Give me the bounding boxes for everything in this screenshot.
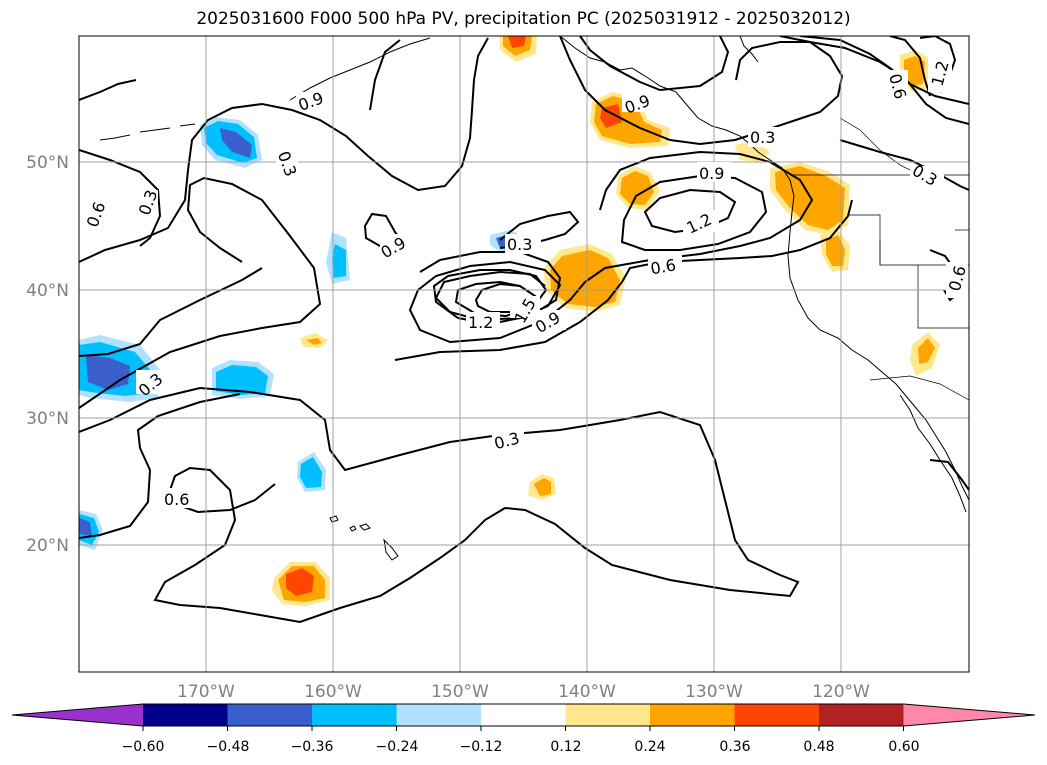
- lon-label: 120°W: [812, 682, 870, 702]
- lon-labels: 170°W 160°W 150°W 140°W 130°W 120°W: [177, 682, 870, 702]
- colorbar-swatch: [227, 704, 313, 726]
- pv-contours: [79, 36, 969, 624]
- colorbar-tick-label: −0.48: [207, 739, 250, 755]
- colorbar-tick-label: −0.36: [291, 739, 334, 755]
- colorbar-swatch: [734, 704, 820, 726]
- colorbar-swatch: [481, 704, 566, 726]
- colorbar-tick-label: −0.12: [460, 739, 503, 755]
- colorbar-extend-max: [903, 704, 1035, 726]
- contour-label: 0.6: [164, 490, 189, 509]
- colorbar-swatch: [312, 704, 397, 726]
- lon-label: 160°W: [304, 682, 362, 702]
- lat-label: 20°N: [26, 536, 69, 556]
- country-borders: [792, 117, 969, 401]
- lat-label: 50°N: [26, 153, 69, 173]
- colorbar-swatch: [396, 704, 482, 726]
- lon-label: 140°W: [558, 682, 616, 702]
- precip-shading: [79, 36, 940, 606]
- colorbar-tick-label: 0.24: [634, 739, 665, 755]
- lon-label: 170°W: [177, 682, 235, 702]
- plot-frame: [78, 35, 970, 673]
- colorbar-swatch: [819, 704, 904, 726]
- colorbar-tick-label: −0.60: [122, 739, 165, 755]
- colorbar-swatch: [565, 704, 651, 726]
- lat-label: 40°N: [26, 281, 69, 301]
- lon-label: 150°W: [431, 682, 489, 702]
- lon-label: 130°W: [685, 682, 743, 702]
- colorbar-ticks: −0.60 −0.48 −0.36 −0.24 −0.12 0.12 0.24 …: [122, 739, 920, 755]
- lat-labels: 50°N 40°N 30°N 20°N: [26, 153, 69, 556]
- colorbar-extend-min: [12, 704, 143, 726]
- lat-label: 30°N: [26, 409, 69, 429]
- contour-label: 0.9: [699, 164, 724, 183]
- gridlines: [79, 36, 969, 672]
- colorbar-swatch: [650, 704, 735, 726]
- colorbar-tick-label: 0.48: [803, 739, 834, 755]
- map-title: 2025031600 F000 500 hPa PV, precipitatio…: [196, 9, 851, 29]
- colorbar-swatch: [143, 704, 228, 726]
- colorbar: [11, 703, 1036, 731]
- contour-label: 0.3: [750, 128, 775, 147]
- contour-label: 1.2: [468, 313, 493, 332]
- contour-label: 0.3: [507, 235, 532, 254]
- colorbar-tick-label: −0.24: [376, 739, 419, 755]
- colorbar-tick-label: 0.60: [888, 739, 919, 755]
- colorbar-tick-label: 0.12: [550, 739, 581, 755]
- contour-label: 0.6: [649, 255, 677, 278]
- coastlines: [99, 36, 969, 561]
- colorbar-tick-label: 0.36: [719, 739, 750, 755]
